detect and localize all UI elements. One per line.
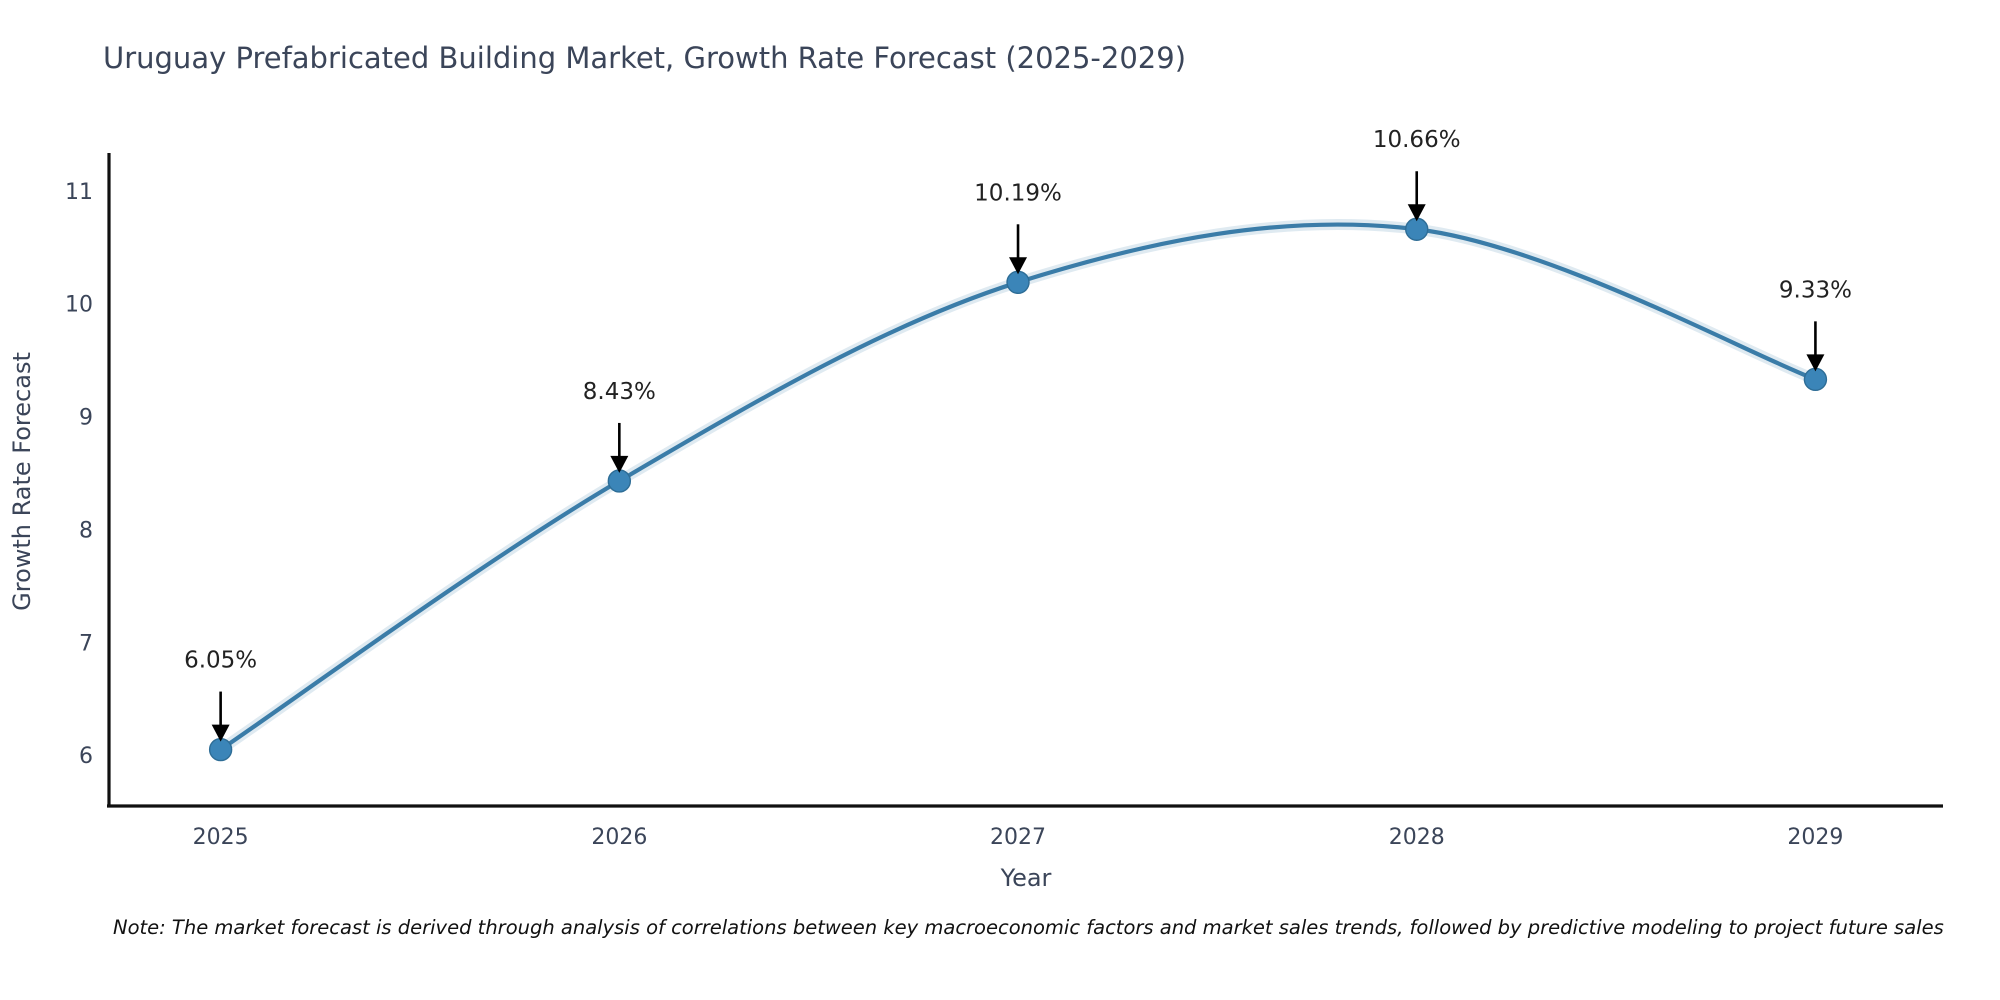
data-point-value-label: 10.66% [1373, 127, 1461, 153]
chart-footnote: Note: The market forecast is derived thr… [113, 916, 1944, 939]
data-point-marker[interactable] [1803, 367, 1828, 392]
data-point-markers [208, 217, 1828, 762]
x-axis-tick-labels: 2025 2026 2027 2028 2029 [193, 825, 1844, 850]
y-tick-label: 9 [79, 406, 93, 431]
data-point-marker[interactable] [1006, 270, 1030, 294]
data-point-value-label: 9.33% [1779, 277, 1852, 303]
data-point-annotation: 10.66% [1373, 127, 1461, 222]
y-tick-label: 6 [79, 744, 93, 769]
annotation-arrow-head [610, 455, 629, 473]
x-tick-label: 2028 [1389, 825, 1445, 850]
data-point-value-label: 8.43% [583, 379, 656, 405]
annotation-arrow-head [211, 724, 230, 742]
x-tick-label: 2025 [193, 825, 249, 850]
y-tick-label: 10 [65, 293, 93, 318]
x-tick-label: 2026 [591, 825, 647, 850]
data-point-marker[interactable] [607, 469, 632, 493]
annotation-arrow-head [1407, 204, 1426, 222]
data-point-annotations: 6.05% 8.43% 10.19% 10.66% 9.33% [184, 127, 1852, 742]
data-point-value-label: 6.05% [184, 648, 257, 674]
data-point-annotation: 6.05% [184, 648, 257, 742]
x-axis-title: Year [1000, 864, 1052, 892]
annotation-arrow-head [1806, 354, 1825, 372]
data-point-value-label: 10.19% [974, 180, 1062, 206]
data-point-marker[interactable] [1405, 217, 1429, 241]
y-axis-tick-labels: 6 7 8 9 10 11 [65, 180, 93, 769]
y-tick-label: 7 [79, 631, 93, 656]
y-tick-label: 8 [79, 518, 93, 543]
annotation-arrow-head [1009, 257, 1028, 275]
data-point-annotation: 10.19% [974, 180, 1062, 275]
data-point-annotation: 8.43% [583, 379, 656, 473]
x-tick-label: 2027 [990, 825, 1046, 850]
y-tick-label: 11 [65, 180, 93, 205]
y-axis-title: Growth Rate Forecast [8, 352, 36, 611]
data-point-annotation: 9.33% [1779, 277, 1852, 372]
x-tick-label: 2029 [1787, 825, 1843, 850]
chart-title: Uruguay Prefabricated Building Market, G… [103, 41, 1186, 75]
data-point-marker[interactable] [208, 737, 233, 762]
